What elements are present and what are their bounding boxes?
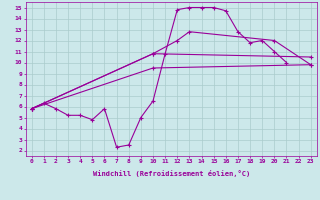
X-axis label: Windchill (Refroidissement éolien,°C): Windchill (Refroidissement éolien,°C)	[92, 170, 250, 177]
